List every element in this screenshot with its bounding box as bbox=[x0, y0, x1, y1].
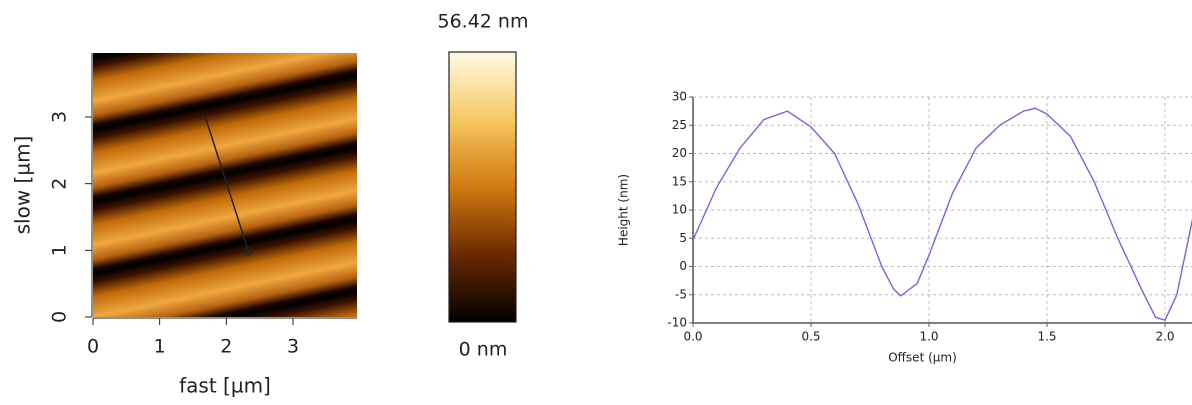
x-tick-label: 3 bbox=[287, 336, 299, 358]
y-tick-label: 10 bbox=[672, 203, 687, 217]
x-tick-label: 1.0 bbox=[919, 330, 938, 344]
afm-image bbox=[93, 53, 357, 317]
y-tick-label: 15 bbox=[672, 174, 687, 188]
x-tick-label: 1.5 bbox=[1037, 330, 1056, 344]
y-tick-label: -5 bbox=[675, 287, 687, 301]
x-tick-label: 2.0 bbox=[1155, 330, 1174, 344]
x-axis-label: Offset (µm) bbox=[888, 351, 957, 365]
y-tick-label: 20 bbox=[672, 146, 687, 160]
x-tick-label: 0.0 bbox=[683, 330, 702, 344]
y-tick-label: -10 bbox=[667, 316, 687, 330]
series bbox=[693, 107, 1192, 322]
y-tick-label: 0 bbox=[49, 311, 71, 323]
y-tick-label: 30 bbox=[672, 90, 687, 104]
profile-end bbox=[243, 246, 253, 256]
y-tick-label: 25 bbox=[672, 118, 687, 132]
colorbar bbox=[448, 51, 517, 323]
y-tick-label: 5 bbox=[679, 231, 687, 245]
colorbar-label: 56.42 nm bbox=[438, 11, 529, 33]
y-tick-label: 2 bbox=[49, 178, 71, 190]
y-tick-label: 0 bbox=[679, 259, 687, 273]
line bbox=[693, 107, 1192, 322]
afm-image-panel: 0 1 2 3 0 1 2 3 fast [µm] slow [µm] 56.42 nm 0 nm bbox=[11, 11, 529, 398]
x-tick-label: 1 bbox=[154, 336, 166, 358]
y-tick-label: 1 bbox=[49, 244, 71, 256]
colorbar-label: 0 nm bbox=[459, 339, 508, 361]
x-tick-label: 0.5 bbox=[801, 330, 820, 344]
y-axis-label: Height (nm) bbox=[617, 174, 631, 246]
x-tick-label: 2 bbox=[220, 336, 232, 358]
y-tick-label: 3 bbox=[49, 111, 71, 123]
profile-panel: -10 -5 0 5 10 15 20 25 30 0.0 0.5 1.0 1.5 2.0 Offset (… bbox=[617, 90, 1192, 365]
profile-path bbox=[204, 115, 249, 251]
x-tick-label: 0 bbox=[87, 336, 99, 358]
y-axis-label: slow [µm] bbox=[11, 136, 35, 235]
x-axis-label: fast [µm] bbox=[179, 374, 271, 398]
